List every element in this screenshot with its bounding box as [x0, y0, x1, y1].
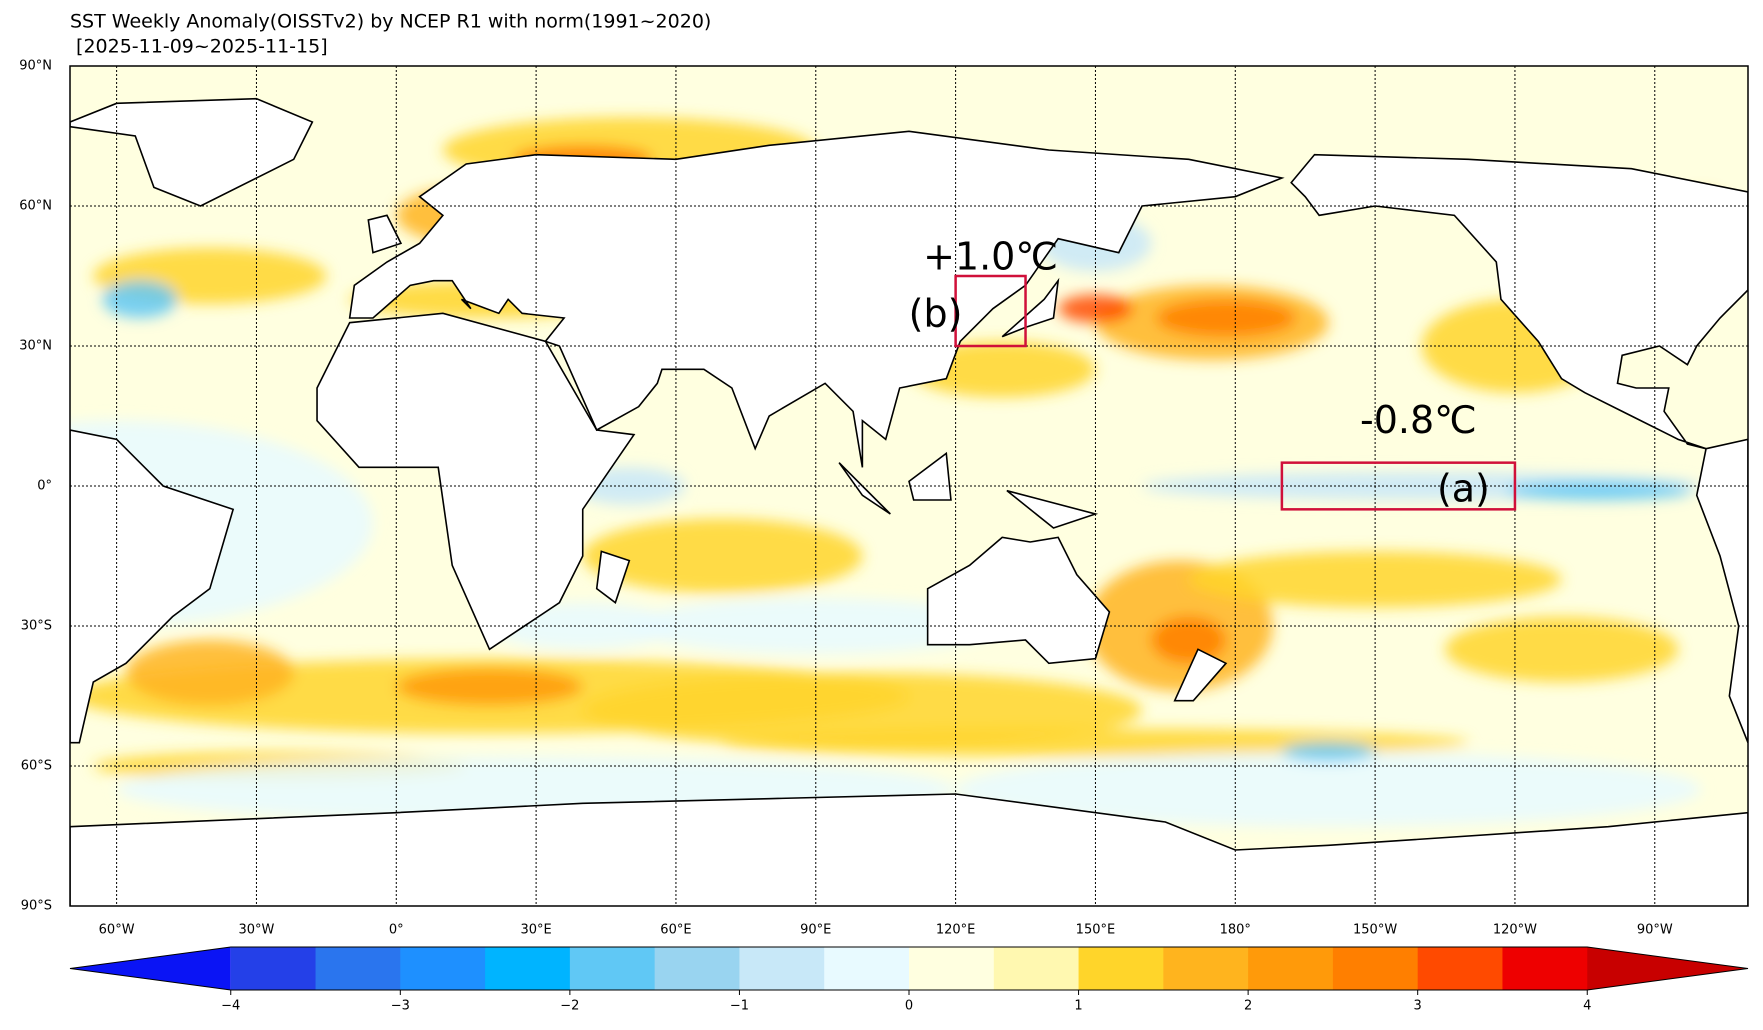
colorbar-tick-label: 2 — [1244, 999, 1252, 1014]
anomaly-patch — [1156, 299, 1296, 337]
colorbar-extend-low — [70, 947, 231, 990]
x-tick-label: 60°W — [99, 923, 135, 938]
x-tick-label: 90°W — [1637, 923, 1673, 938]
coastline — [908, 451, 952, 501]
coastline — [1001, 277, 1060, 338]
coastline — [1006, 489, 1099, 529]
colorbar-bin — [485, 947, 571, 990]
colorbar-bin — [400, 947, 486, 990]
y-tick-label: 0° — [37, 479, 52, 494]
coastline — [1695, 438, 1748, 743]
x-tick-label: 120°E — [936, 923, 976, 938]
anomaly-patch — [1058, 294, 1133, 323]
colorbar-tick-label: 1 — [1074, 999, 1082, 1014]
colorbar-bin — [1163, 947, 1249, 990]
anomaly-patch — [1445, 616, 1679, 682]
map-border — [69, 65, 1749, 907]
x-tick-label: 150°E — [1076, 923, 1116, 938]
colorbar-bin — [1078, 947, 1164, 990]
y-tick-label: 30°N — [19, 339, 52, 354]
anomaly-patch — [1151, 616, 1226, 664]
coastline — [1290, 153, 1748, 450]
y-tick-label: 60°N — [19, 199, 52, 214]
coastline — [1173, 648, 1228, 702]
anomaly-patch — [102, 280, 178, 319]
x-tick-label: 150°W — [1353, 923, 1397, 938]
x-tick-label: 60°E — [660, 923, 691, 938]
region-box — [1280, 461, 1517, 511]
coastline — [316, 312, 636, 651]
region-label: (b) — [909, 292, 963, 336]
colorbar-tick-label: 3 — [1414, 999, 1422, 1014]
x-tick-label: 90°E — [800, 923, 831, 938]
colorbar-tick-label: −3 — [391, 999, 410, 1014]
anomaly-patch — [1281, 742, 1376, 762]
colorbar-bin — [909, 947, 995, 990]
coastline — [595, 550, 631, 604]
coastline — [70, 97, 314, 207]
colorbar-bin — [993, 947, 1080, 990]
anomaly-patch — [396, 668, 583, 706]
colorbar-bin — [1417, 947, 1503, 990]
colorbar-bin — [315, 947, 401, 990]
colorbar-tick-label: −4 — [221, 999, 240, 1014]
x-tick-label: 180° — [1220, 923, 1251, 938]
coastline — [926, 536, 1111, 665]
anomaly-patch — [582, 518, 863, 594]
coastline — [367, 214, 403, 254]
colorbar-extend-high — [1587, 947, 1748, 990]
map-title: SST Weekly Anomaly(OISSTv2) by NCEP R1 w… — [70, 11, 711, 33]
colorbar-tick-label: 0 — [905, 999, 913, 1014]
y-tick-label: 90°N — [19, 59, 52, 74]
colorbar-bin — [739, 947, 825, 990]
region-anomaly: -0.8℃ — [1360, 398, 1477, 442]
map-subtitle: [2025-11-09~2025-11-15] — [70, 36, 328, 58]
coastline — [838, 462, 891, 515]
overlay: 60°W 30°W 0° 30°E 60°E 90°E 120°E 150°E 180° 150°… — [19, 59, 1748, 938]
anomaly-patch — [582, 672, 1143, 748]
colorbar-tick-label: 4 — [1583, 999, 1591, 1014]
colorbar-bin — [1332, 947, 1419, 990]
colorbar-bin — [654, 947, 740, 990]
x-tick-label: 0° — [389, 923, 404, 938]
colorbar-bin — [569, 947, 656, 990]
colorbar-tick-label: −2 — [560, 999, 579, 1014]
y-tick-label: 60°S — [21, 759, 52, 774]
x-tick-label: 30°E — [520, 923, 551, 938]
x-tick-label: 120°W — [1493, 923, 1537, 938]
x-tick-label: 30°W — [238, 923, 274, 938]
y-tick-label: 90°S — [21, 899, 52, 914]
coastline — [70, 429, 235, 744]
colorbar-tick-label: −1 — [730, 999, 749, 1014]
region-anomaly: +1.0℃ — [923, 235, 1058, 279]
colorbar: −4 −3 −2 −1 0 1 2 3 4 — [69, 946, 1749, 1014]
colorbar-bin — [1248, 947, 1334, 990]
colorbar-bin — [824, 947, 910, 990]
colorbar-bin — [230, 947, 317, 990]
y-tick-label: 30°S — [21, 619, 52, 634]
anomaly-patch — [125, 640, 294, 706]
region-label: (a) — [1437, 467, 1490, 511]
anomaly-patch — [1505, 481, 1693, 500]
colorbar-bin — [1502, 947, 1588, 990]
region-box — [954, 274, 1027, 348]
